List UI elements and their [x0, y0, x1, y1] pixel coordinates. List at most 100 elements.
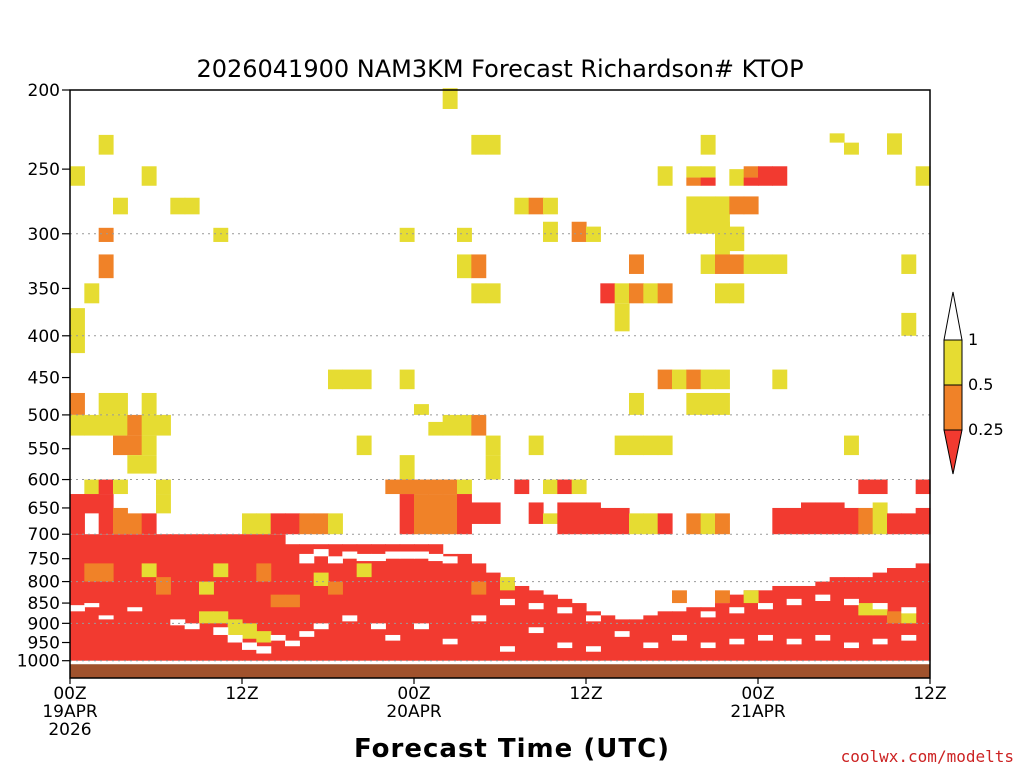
ri-cell	[84, 563, 100, 582]
ri-gap	[700, 611, 716, 618]
ri-cell	[141, 392, 157, 415]
ri-gap	[371, 553, 386, 562]
ri-cell	[844, 507, 859, 535]
ri-cell	[887, 611, 902, 624]
ri-cell	[528, 197, 544, 215]
ri-cell	[629, 619, 644, 661]
ri-cell	[98, 414, 114, 436]
ri-cell	[915, 507, 931, 535]
ri-cell	[786, 507, 802, 535]
ri-gap	[313, 623, 329, 630]
x-tick-label: 00Z	[397, 684, 430, 704]
ri-cell	[342, 544, 358, 661]
ri-cell	[715, 513, 730, 535]
ri-cell	[801, 502, 816, 535]
ri-cell	[715, 603, 730, 661]
ri-cell	[700, 134, 716, 155]
ri-cell	[256, 513, 272, 535]
x-tick-label: 21APR	[730, 702, 786, 722]
ri-gap	[371, 623, 386, 630]
ri-cell	[328, 581, 343, 595]
colorbar-label: 0.5	[968, 375, 993, 394]
ri-cell	[141, 166, 157, 186]
ri-gap	[901, 607, 917, 614]
ri-cell	[113, 197, 128, 215]
ri-cell	[428, 479, 444, 495]
colorbar-label: 0.25	[968, 420, 1004, 439]
ri-cell	[657, 611, 673, 661]
ri-cell	[356, 544, 372, 661]
ri-cell	[657, 369, 673, 390]
ri-gap	[586, 615, 601, 622]
ri-cell	[98, 134, 114, 155]
ri-cell	[614, 507, 630, 535]
ri-cell	[141, 455, 157, 474]
ri-cell	[614, 283, 630, 304]
ri-cell	[428, 494, 444, 535]
ri-cell	[313, 513, 329, 535]
ri-cell	[629, 283, 644, 304]
ri-cell	[98, 534, 114, 661]
plot-area	[70, 88, 931, 678]
ri-cell	[485, 134, 501, 155]
ri-cell	[84, 479, 100, 495]
ri-cell	[571, 502, 587, 535]
ri-cell	[514, 479, 530, 495]
ri-gap	[500, 646, 515, 652]
colorbar-legend: 1 0.5 0.25	[943, 291, 1004, 475]
ri-cell	[700, 196, 716, 234]
source-credit: coolwx.com/modelts	[841, 747, 1014, 766]
ri-cell	[772, 507, 788, 535]
ri-gap	[256, 646, 272, 654]
ri-cell	[614, 619, 630, 661]
ri-cell	[571, 603, 587, 661]
ri-gap	[729, 638, 745, 645]
ri-cell	[700, 392, 716, 415]
ri-cell	[557, 502, 573, 535]
ri-cell	[414, 404, 429, 415]
ri-cell	[471, 134, 487, 155]
ri-cell	[285, 594, 300, 608]
ri-cell	[213, 611, 229, 624]
ri-cell	[213, 227, 229, 242]
ri-cell	[743, 590, 759, 661]
ri-cell	[600, 283, 616, 304]
ri-cell	[442, 479, 458, 495]
ri-cell	[657, 513, 673, 535]
ri-cell	[815, 502, 831, 535]
ri-cell	[829, 577, 845, 661]
ri-cell	[643, 513, 659, 535]
ri-cell	[758, 166, 773, 186]
y-tick-label: 450	[28, 369, 60, 389]
ri-cell	[414, 544, 429, 661]
ri-gap	[643, 642, 659, 649]
ri-cell	[141, 513, 157, 535]
plot-frame	[69, 89, 931, 679]
ri-cell	[743, 254, 759, 274]
ri-cell	[715, 392, 730, 415]
ri-cell	[686, 369, 702, 390]
ri-cell	[729, 283, 745, 304]
ri-cell	[471, 563, 487, 661]
ri-cell	[399, 479, 415, 495]
ri-gap	[557, 642, 573, 649]
ri-cell	[643, 283, 659, 304]
ri-cell	[227, 619, 243, 635]
ri-cell	[901, 312, 917, 336]
ri-gap	[528, 603, 544, 610]
ri-cell	[70, 308, 85, 354]
ri-cell	[442, 553, 458, 661]
y-tick-label: 800	[28, 573, 60, 593]
ri-cell	[84, 283, 100, 304]
ri-gap	[614, 631, 630, 637]
ri-cell	[313, 544, 329, 661]
ri-cell	[729, 594, 745, 661]
ri-cell	[772, 254, 788, 274]
ri-gap	[786, 638, 802, 645]
ri-cell	[141, 563, 157, 578]
ri-cell	[543, 513, 558, 524]
y-tick-label: 600	[28, 471, 60, 491]
ri-cell	[485, 283, 501, 304]
ri-cell	[70, 392, 85, 415]
